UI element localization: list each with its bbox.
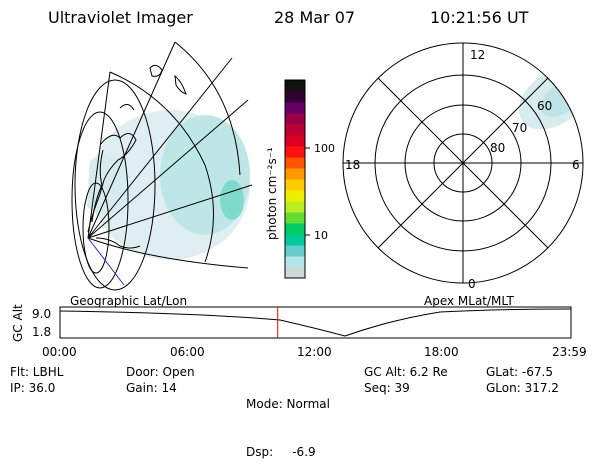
colorbar-unit-label: photon cm⁻²s⁻¹ — [265, 147, 279, 240]
y-tick-1-8: 1.8 — [32, 325, 51, 339]
x-tick-0600: 06:00 — [170, 345, 205, 359]
gc-alt-curve — [59, 308, 572, 337]
lat-label-60: 60 — [537, 99, 552, 113]
colorbar-segment — [285, 190, 305, 202]
info-door: Door: Open — [126, 365, 195, 379]
geographic-map — [71, 41, 253, 291]
lat-label-80: 80 — [490, 141, 505, 155]
info-gain: Gain: 14 — [126, 381, 177, 395]
colorbar-segment — [285, 146, 305, 158]
colorbar-segment — [285, 168, 305, 180]
x-tick-0000: 00:00 — [42, 345, 77, 359]
info-col-glat: GLat: -67.5 GLon: 317.2 — [486, 364, 559, 396]
geo-map-label: Geographic Lat/Lon — [70, 294, 188, 308]
colorbar-segment — [285, 157, 305, 169]
colorbar-segment — [285, 212, 305, 224]
colorbar-segment — [285, 91, 305, 103]
colorbar-tick-10: 10 — [314, 229, 328, 242]
gc-alt-axis-label: GC Alt — [11, 304, 25, 342]
colorbar-segment — [285, 135, 305, 147]
mlt-label-0: 0 — [468, 277, 476, 291]
info-mode: Mode: Normal — [246, 397, 330, 411]
info-seq: Seq: 39 — [364, 381, 410, 395]
colorbar-segment — [285, 201, 305, 213]
geo-aurora — [85, 110, 250, 260]
colorbar-segment — [285, 245, 305, 257]
info-col-door: Door: Open Gain: 14 — [126, 364, 195, 396]
x-tick-2359: 23:59 — [552, 345, 587, 359]
colorbar-segments — [285, 80, 305, 279]
info-glat: GLat: -67.5 — [486, 365, 553, 379]
polar-grid — [342, 42, 584, 284]
polar-map-label: Apex MLat/MLT — [424, 294, 514, 308]
info-ip: IP: 36.0 — [10, 381, 56, 395]
colorbar-segment — [285, 234, 305, 246]
mlt-label-6: 6 — [572, 158, 580, 172]
lat-label-70: 70 — [512, 121, 527, 135]
date-label: 28 Mar 07 — [274, 8, 356, 27]
geo-terminator — [87, 237, 125, 286]
colorbar-tick-100: 100 — [314, 142, 335, 155]
colorbar: 100 10 photon cm⁻²s⁻¹ — [265, 79, 335, 279]
info-flt: Flt: LBHL — [10, 365, 64, 379]
mlt-label-12: 12 — [470, 48, 485, 62]
x-tick-1200: 12:00 — [297, 345, 332, 359]
x-tick-1800: 18:00 — [424, 345, 459, 359]
info-dsp: Dsp: -6.9 — [246, 445, 316, 459]
geo-grid — [71, 41, 253, 291]
colorbar-segment — [285, 124, 305, 136]
geo-coastlines — [87, 64, 187, 249]
info-col-gcalt: GC Alt: 6.2 Re Seq: 39 — [364, 364, 448, 396]
colorbar-segment — [285, 179, 305, 191]
info-glon: GLon: 317.2 — [486, 381, 559, 395]
polar-map: 12 18 6 0 60 70 80 — [342, 42, 584, 291]
mlt-label-18: 18 — [345, 158, 360, 172]
colorbar-segment — [285, 267, 305, 279]
info-col-mode: Mode: Normal Dsp: -6.9 — [246, 364, 330, 476]
polar-aurora — [518, 66, 583, 130]
info-col-flight: Flt: LBHL IP: 36.0 — [10, 364, 63, 396]
timeline-plot: 9.0 1.8 GC Alt — [11, 304, 572, 342]
colorbar-segment — [285, 80, 305, 92]
time-label: 10:21:56 UT — [430, 8, 529, 27]
y-tick-9: 9.0 — [32, 307, 51, 321]
colorbar-segment — [285, 102, 305, 114]
info-gc-alt: GC Alt: 6.2 Re — [364, 365, 448, 379]
instrument-title: Ultraviolet Imager — [48, 8, 193, 27]
colorbar-segment — [285, 113, 305, 125]
colorbar-segment — [285, 256, 305, 268]
colorbar-segment — [285, 223, 305, 235]
timeline-frame — [59, 306, 572, 339]
